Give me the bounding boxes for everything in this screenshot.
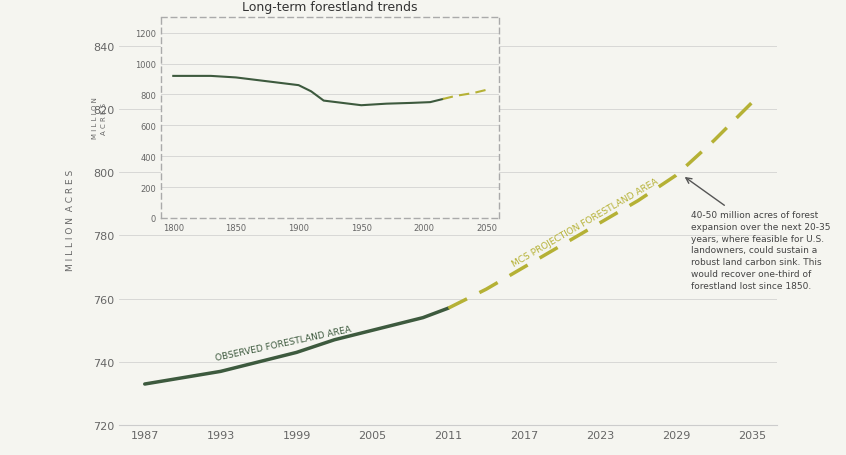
Text: M I L L I O N  A C R E S: M I L L I O N A C R E S bbox=[66, 170, 74, 271]
Text: 40-50 million acres of forest
expansion over the next 20-35
years, where feasibl: 40-50 million acres of forest expansion … bbox=[691, 211, 831, 290]
Text: MCS PROJECTION FORESTLAND AREA: MCS PROJECTION FORESTLAND AREA bbox=[510, 177, 660, 268]
Text: OBSERVED FORESTLAND AREA: OBSERVED FORESTLAND AREA bbox=[214, 324, 352, 362]
Title: Long-term forestland trends: Long-term forestland trends bbox=[242, 1, 418, 14]
Text: M I L L I O N
A C R E S: M I L L I O N A C R E S bbox=[92, 97, 107, 139]
